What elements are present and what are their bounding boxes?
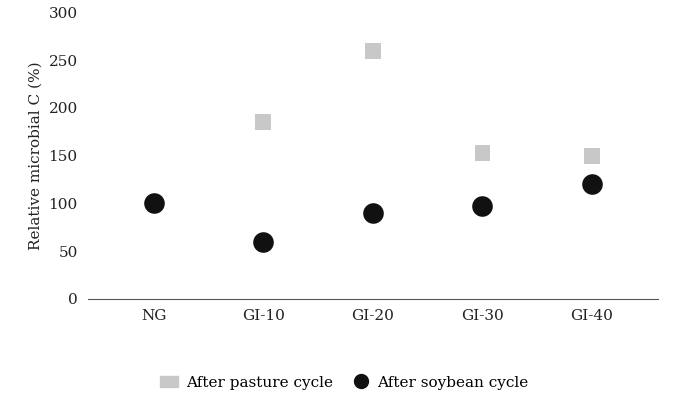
- Point: [148, 200, 159, 207]
- Point: [477, 203, 488, 210]
- Point: [586, 181, 597, 188]
- Point: [586, 152, 597, 159]
- Y-axis label: Relative microbial C (%): Relative microbial C (%): [29, 61, 43, 250]
- Point: [258, 238, 268, 245]
- Legend: After pasture cycle, After soybean cycle: After pasture cycle, After soybean cycle: [154, 369, 535, 395]
- Point: [477, 149, 488, 156]
- Point: [367, 210, 378, 216]
- Point: [367, 47, 378, 54]
- Point: [258, 119, 268, 125]
